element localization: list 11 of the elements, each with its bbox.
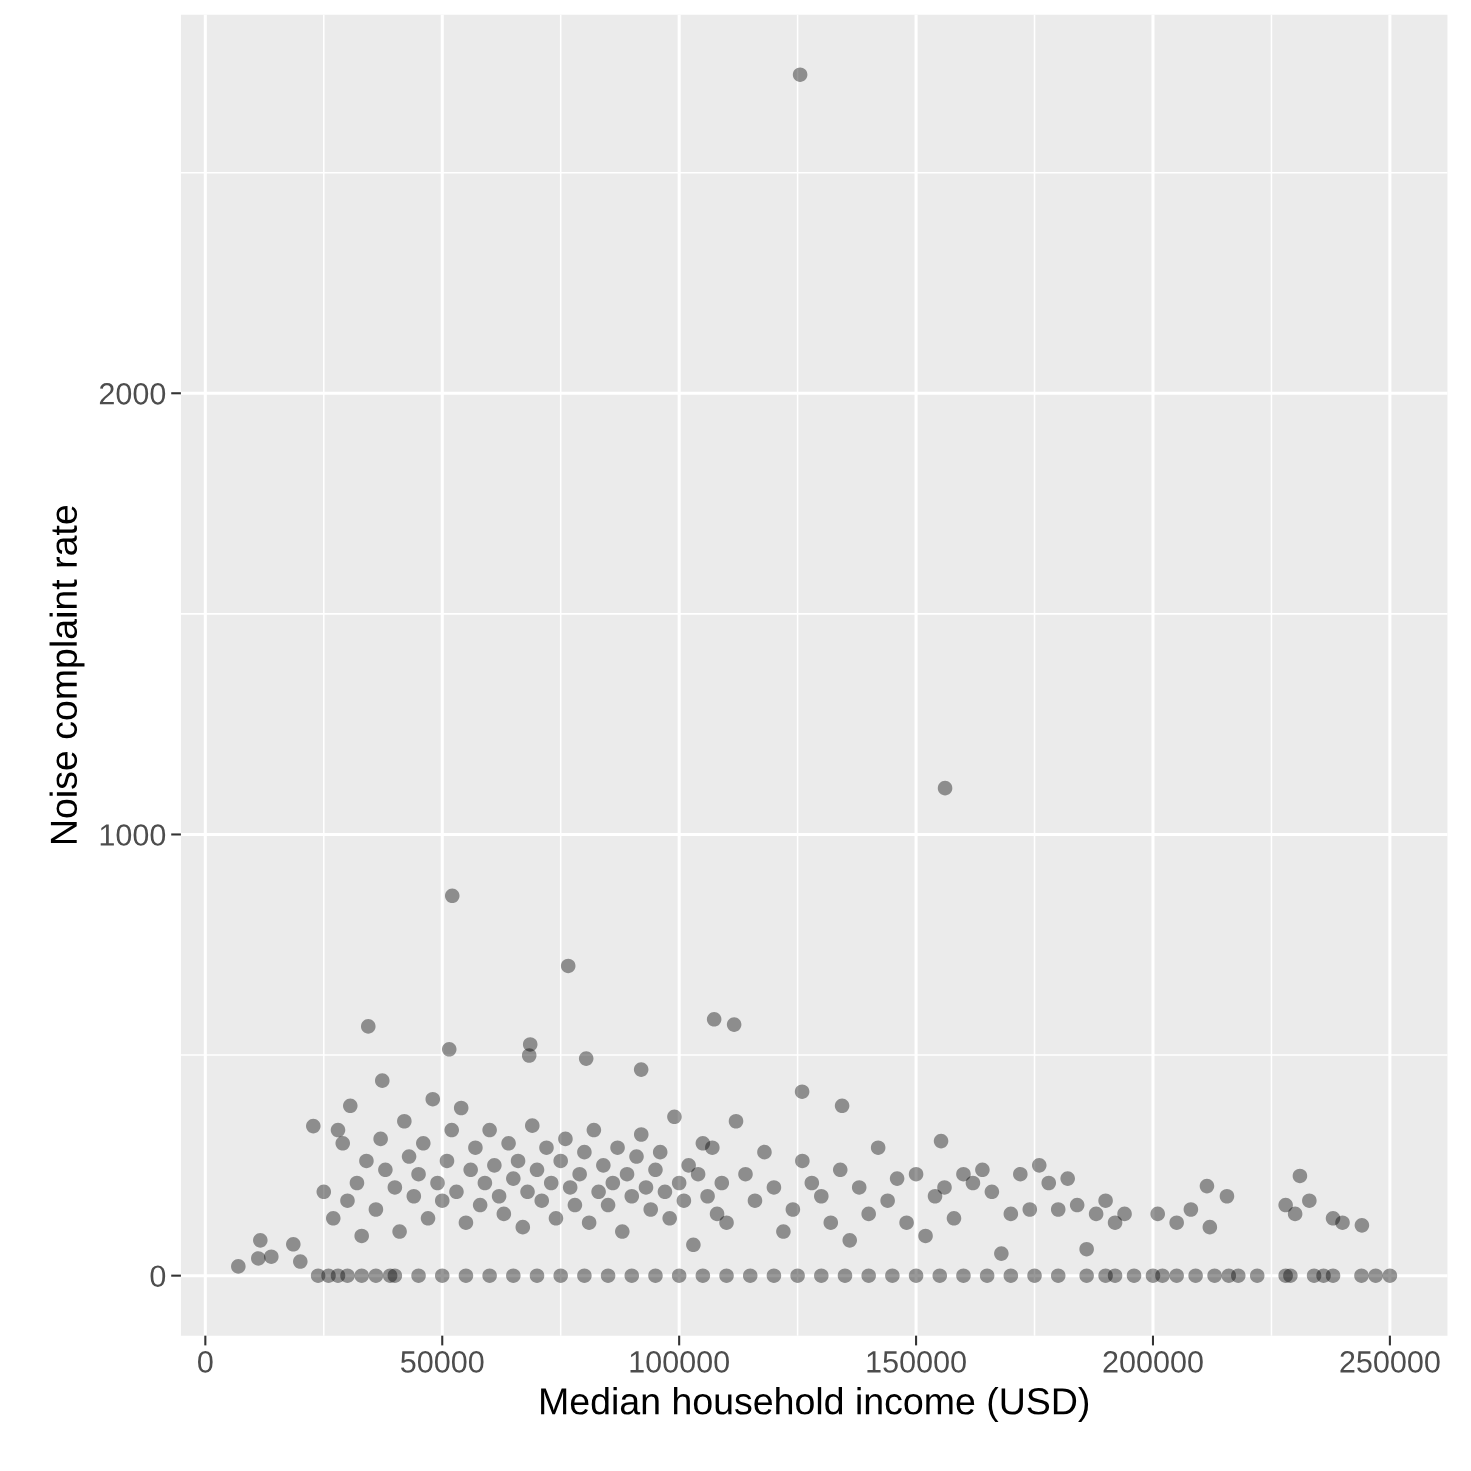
y-tick-label: 1000 xyxy=(100,824,166,846)
y-tick-label: 2000 xyxy=(99,383,166,405)
x-tick-label: 200000 xyxy=(1103,1351,1203,1373)
x-tick-label: 100000 xyxy=(630,1351,729,1373)
x-axis-title: Median household income (USD) xyxy=(541,1387,1089,1423)
x-tick-label: 250000 xyxy=(1340,1351,1440,1373)
y-tick-label: 0 xyxy=(150,1265,166,1288)
x-tick-label: 50000 xyxy=(400,1351,484,1373)
x-tick-label: 0 xyxy=(198,1351,213,1373)
x-tick-label: 150000 xyxy=(867,1351,966,1373)
y-axis-title: Noise complaint rate xyxy=(49,505,85,844)
